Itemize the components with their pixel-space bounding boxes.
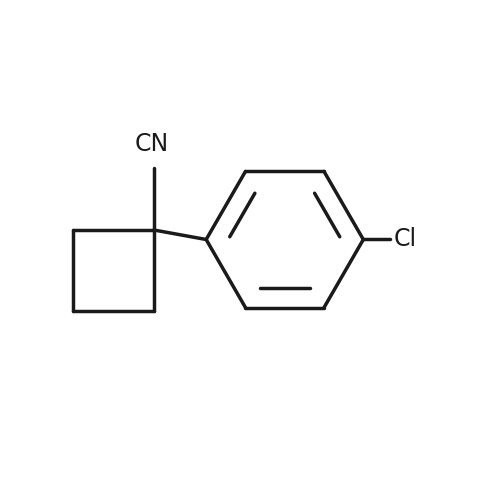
Text: CN: CN bbox=[134, 132, 169, 156]
Text: Cl: Cl bbox=[393, 228, 416, 251]
